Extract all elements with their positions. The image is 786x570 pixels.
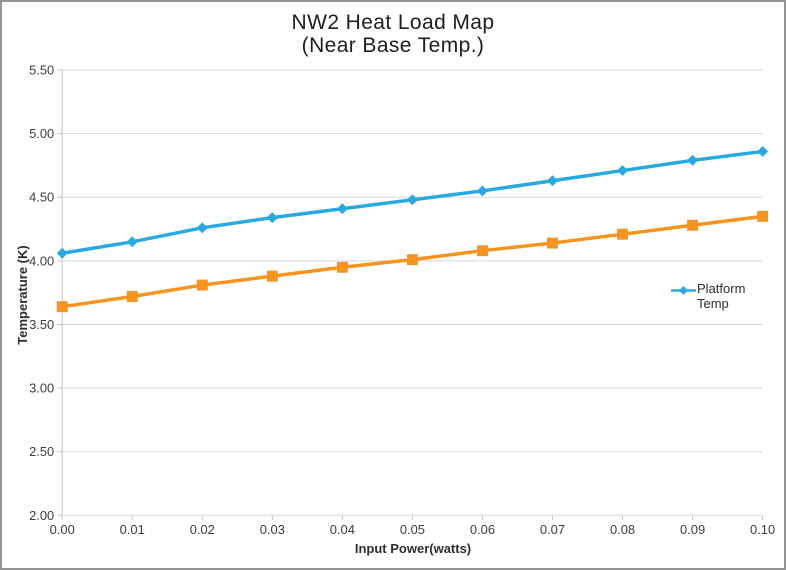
y-tick-label: 4.00 <box>29 253 54 268</box>
x-tick-label: 0.10 <box>750 522 775 537</box>
legend-series-marker-icon <box>671 286 696 295</box>
y-tick-label: 5.50 <box>29 62 54 77</box>
legend: Platform Temp <box>670 281 755 311</box>
y-tick-label: 3.00 <box>29 381 54 396</box>
data-point-marker <box>757 210 769 222</box>
data-point-marker <box>547 175 558 187</box>
y-tick-label: 2.50 <box>29 444 54 459</box>
data-point-marker <box>476 245 488 257</box>
data-point-marker <box>126 236 138 248</box>
data-point-marker <box>126 291 138 302</box>
data-point-marker <box>687 154 699 166</box>
x-tick-label: 0.05 <box>400 522 425 537</box>
y-tick-label: 4.50 <box>29 190 54 205</box>
x-tick-label: 0.01 <box>120 522 145 537</box>
chart-title-line1: NW2 Heat Load Map <box>291 11 495 34</box>
data-point-marker <box>406 254 418 266</box>
data-point-marker <box>336 261 348 273</box>
data-point-marker <box>476 185 488 197</box>
y-axis-title: Temperature (K) <box>15 245 30 345</box>
legend-label: Platform Temp <box>697 281 746 311</box>
x-tick-label: 0.08 <box>610 522 635 537</box>
data-point-marker <box>617 228 628 240</box>
data-point-marker <box>336 203 348 215</box>
data-point-marker <box>757 145 769 157</box>
x-tick-label: 0.04 <box>330 522 355 537</box>
data-point-marker <box>56 301 68 313</box>
data-point-marker <box>406 194 418 206</box>
x-tick-label: 0.02 <box>190 522 215 537</box>
y-tick-label: 5.00 <box>29 126 54 141</box>
x-tick-label: 0.03 <box>260 522 285 537</box>
x-tick-label: 0.06 <box>470 522 495 537</box>
chart-title: NW2 Heat Load Map (Near Base Temp.) <box>2 11 784 57</box>
data-point-marker <box>547 237 558 249</box>
data-point-marker <box>266 270 278 282</box>
y-tick-label: 3.50 <box>29 317 54 332</box>
x-tick-label: 0.00 <box>50 522 75 537</box>
y-tick-label: 2.00 <box>29 508 54 523</box>
data-point-marker <box>196 279 208 291</box>
chart-title-line2: (Near Base Temp.) <box>301 34 485 57</box>
data-point-marker <box>56 247 68 259</box>
data-point-marker <box>687 219 699 231</box>
data-point-marker <box>266 212 278 224</box>
data-point-marker <box>196 222 208 234</box>
x-tick-label: 0.09 <box>680 522 705 537</box>
data-point-marker <box>617 165 628 177</box>
x-axis-title: Input Power(watts) <box>354 541 472 556</box>
x-tick-label: 0.07 <box>540 522 565 537</box>
